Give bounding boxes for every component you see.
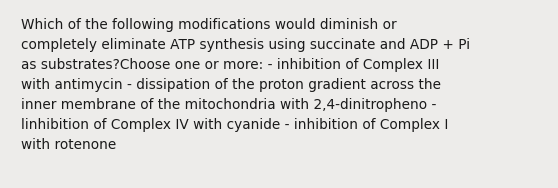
Text: Which of the following modifications would diminish or
completely eliminate ATP : Which of the following modifications wou…	[21, 18, 470, 152]
